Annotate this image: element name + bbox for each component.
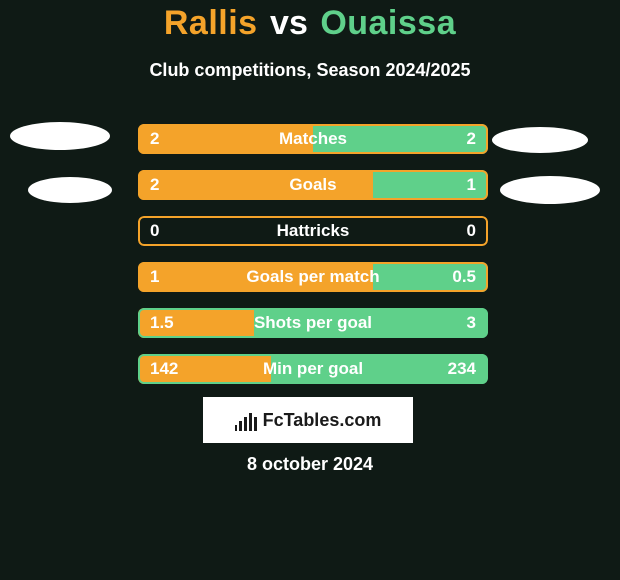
- date-label: 8 october 2024: [0, 454, 620, 475]
- bar-chart-icon-bar: [254, 417, 257, 431]
- stats-rows: 2Matches22Goals10Hattricks01Goals per ma…: [138, 124, 488, 400]
- decor-ellipse-left-2: [28, 177, 112, 203]
- stat-row: 2Goals1: [138, 170, 488, 200]
- decor-ellipse-right-1: [492, 127, 588, 153]
- stat-row: 2Matches2: [138, 124, 488, 154]
- stat-value-right: 1: [467, 170, 476, 200]
- bar-chart-icon-bar: [244, 417, 247, 431]
- bar-chart-icon: [235, 409, 257, 431]
- stat-label: Goals per match: [138, 262, 488, 292]
- decor-ellipse-left-1: [10, 122, 110, 150]
- stat-value-right: 2: [467, 124, 476, 154]
- fctables-logo: FcTables.com: [203, 397, 413, 443]
- stat-row: 1Goals per match0.5: [138, 262, 488, 292]
- stat-row: 1.5Shots per goal3: [138, 308, 488, 338]
- stat-value-right: 234: [448, 354, 476, 384]
- subtitle: Club competitions, Season 2024/2025: [0, 60, 620, 81]
- title-player1: Rallis: [164, 4, 258, 42]
- stat-label: Shots per goal: [138, 308, 488, 338]
- stat-label: Hattricks: [138, 216, 488, 246]
- stat-label: Matches: [138, 124, 488, 154]
- bar-chart-icon-bar: [239, 421, 242, 431]
- decor-ellipse-right-2: [500, 176, 600, 204]
- comparison-infographic: Rallis vs Ouaissa Club competitions, Sea…: [0, 0, 620, 580]
- title: Rallis vs Ouaissa: [0, 4, 620, 43]
- bar-chart-icon-bar: [249, 413, 252, 431]
- stat-row: 0Hattricks0: [138, 216, 488, 246]
- stat-label: Min per goal: [138, 354, 488, 384]
- title-vs: vs: [270, 4, 308, 42]
- stat-value-right: 0: [467, 216, 476, 246]
- stat-value-right: 3: [467, 308, 476, 338]
- stat-value-right: 0.5: [452, 262, 476, 292]
- stat-label: Goals: [138, 170, 488, 200]
- title-player2: Ouaissa: [320, 4, 456, 42]
- stat-row: 142Min per goal234: [138, 354, 488, 384]
- logo-text: FcTables.com: [263, 410, 382, 431]
- bar-chart-icon-bar: [235, 425, 238, 431]
